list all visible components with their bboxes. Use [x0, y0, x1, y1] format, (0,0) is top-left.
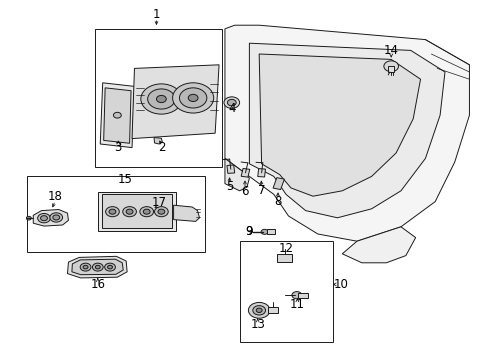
Polygon shape: [249, 43, 444, 218]
Bar: [267, 307, 277, 313]
Bar: [387, 66, 393, 72]
Text: 3: 3: [114, 141, 122, 154]
Bar: [98, 192, 176, 231]
Circle shape: [179, 88, 206, 108]
Circle shape: [53, 215, 60, 220]
Polygon shape: [272, 177, 284, 190]
Text: 5: 5: [225, 180, 233, 193]
Text: 17: 17: [151, 196, 166, 209]
Circle shape: [172, 83, 213, 113]
Circle shape: [107, 265, 112, 269]
Text: 6: 6: [241, 185, 248, 198]
Bar: [266, 229, 275, 234]
Circle shape: [154, 207, 168, 217]
Circle shape: [83, 265, 88, 269]
Bar: [298, 293, 307, 298]
Bar: [102, 194, 172, 228]
Circle shape: [141, 84, 182, 114]
Text: 18: 18: [48, 190, 62, 203]
Circle shape: [38, 213, 50, 223]
Polygon shape: [257, 168, 265, 177]
Polygon shape: [154, 138, 162, 144]
Circle shape: [109, 209, 116, 214]
Circle shape: [41, 216, 47, 221]
Circle shape: [50, 213, 62, 222]
Circle shape: [248, 302, 269, 318]
Text: 1: 1: [152, 8, 160, 21]
Circle shape: [95, 265, 100, 269]
Circle shape: [256, 308, 262, 312]
Circle shape: [147, 89, 175, 109]
Text: 7: 7: [257, 184, 265, 197]
Circle shape: [105, 207, 119, 217]
Text: 16: 16: [90, 278, 105, 291]
Circle shape: [104, 263, 115, 271]
Circle shape: [143, 209, 150, 214]
Polygon shape: [342, 227, 415, 263]
Text: 8: 8: [273, 195, 281, 208]
Circle shape: [227, 99, 236, 106]
Text: 10: 10: [333, 278, 348, 291]
Circle shape: [80, 263, 91, 271]
Bar: [95, 29, 222, 167]
Polygon shape: [100, 83, 134, 148]
Circle shape: [92, 263, 103, 271]
Polygon shape: [224, 158, 249, 191]
Circle shape: [261, 229, 267, 234]
Text: 2: 2: [158, 141, 166, 154]
Text: 4: 4: [227, 102, 235, 114]
Text: 14: 14: [383, 44, 398, 57]
Polygon shape: [67, 256, 127, 278]
Bar: [239, 241, 332, 342]
Polygon shape: [226, 165, 234, 174]
Circle shape: [26, 216, 31, 220]
Polygon shape: [72, 259, 123, 275]
Circle shape: [122, 207, 136, 217]
Text: 12: 12: [278, 242, 293, 255]
Circle shape: [113, 112, 121, 118]
Text: 9: 9: [245, 225, 253, 238]
Text: 11: 11: [289, 298, 304, 311]
Circle shape: [224, 97, 239, 108]
Polygon shape: [103, 88, 131, 143]
Circle shape: [156, 95, 166, 103]
Bar: [276, 254, 292, 262]
Circle shape: [252, 306, 265, 315]
Polygon shape: [224, 25, 468, 241]
Circle shape: [140, 207, 153, 217]
Circle shape: [158, 209, 164, 214]
Circle shape: [383, 61, 398, 72]
Polygon shape: [33, 210, 68, 226]
Circle shape: [291, 292, 301, 299]
Text: 9: 9: [245, 225, 253, 238]
Bar: [27, 176, 205, 252]
Text: 15: 15: [117, 173, 132, 186]
Circle shape: [188, 94, 198, 102]
Polygon shape: [173, 205, 199, 221]
Polygon shape: [259, 54, 420, 196]
Polygon shape: [132, 65, 219, 139]
Circle shape: [126, 209, 133, 214]
Polygon shape: [241, 168, 249, 177]
Text: 13: 13: [250, 318, 264, 331]
